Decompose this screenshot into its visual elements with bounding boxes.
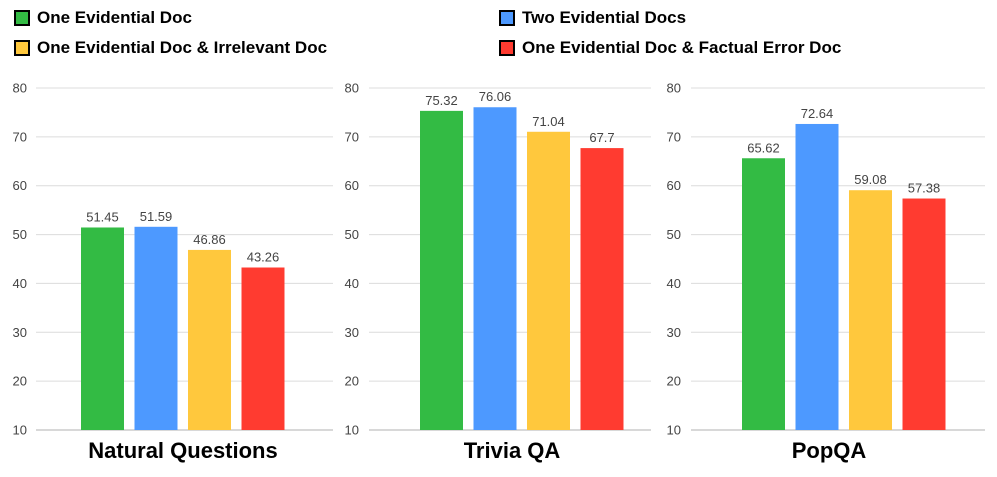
y-tick-label: 10 (345, 423, 359, 438)
y-tick-label: 40 (13, 276, 27, 291)
bar (81, 227, 124, 430)
legend-label: Two Evidential Docs (522, 8, 687, 27)
bar (241, 267, 285, 430)
y-tick-label: 20 (13, 374, 27, 389)
y-tick-label: 10 (667, 423, 681, 438)
y-tick-label: 30 (667, 325, 681, 340)
y-tick-label: 50 (667, 227, 681, 242)
data-label: 65.62 (747, 140, 780, 155)
y-tick-label: 60 (345, 178, 359, 193)
bar (527, 131, 570, 430)
y-tick-label: 60 (667, 178, 681, 193)
legend-item: One Evidential Doc & Factual Error Doc (499, 38, 841, 58)
y-tick-label: 20 (667, 374, 681, 389)
legend: One Evidential Doc Two Evidential Docs O… (0, 0, 997, 70)
data-label: 72.64 (801, 106, 834, 121)
y-tick-label: 30 (345, 325, 359, 340)
chart-title: Trivia QA (464, 438, 561, 463)
y-tick-label: 70 (345, 129, 359, 144)
bar (473, 107, 517, 430)
bar (134, 226, 178, 430)
legend-item: One Evidential Doc & Irrelevant Doc (14, 38, 327, 58)
legend-label: One Evidential Doc & Factual Error Doc (522, 38, 842, 57)
legend-swatch (14, 10, 30, 26)
legend-item: One Evidential Doc (14, 8, 192, 28)
data-label: 75.32 (425, 93, 458, 108)
chart-title: PopQA (792, 438, 867, 463)
data-label: 46.86 (193, 232, 226, 247)
data-label: 57.38 (908, 181, 941, 196)
data-label: 59.08 (854, 172, 887, 187)
chart-title: Natural Questions (88, 438, 277, 463)
bar (795, 123, 839, 430)
bar (420, 110, 463, 430)
y-tick-label: 40 (345, 276, 359, 291)
data-label: 51.45 (86, 209, 119, 224)
data-label: 67.7 (589, 130, 614, 145)
y-tick-label: 60 (13, 178, 27, 193)
legend-label: One Evidential Doc & Irrelevant Doc (37, 38, 328, 57)
y-tick-label: 70 (667, 129, 681, 144)
data-label: 71.04 (532, 114, 565, 129)
legend-swatch (499, 40, 515, 56)
y-tick-label: 50 (13, 227, 27, 242)
legend-label: One Evidential Doc (37, 8, 192, 27)
y-tick-label: 40 (667, 276, 681, 291)
bar (580, 148, 624, 430)
y-tick-label: 80 (13, 81, 27, 96)
data-label: 43.26 (247, 250, 280, 265)
legend-swatch (14, 40, 30, 56)
y-tick-label: 70 (13, 129, 27, 144)
y-tick-label: 10 (13, 423, 27, 438)
y-tick-label: 80 (345, 81, 359, 96)
data-label: 76.06 (479, 89, 512, 104)
bar (188, 249, 231, 430)
data-label: 51.59 (140, 209, 173, 224)
legend-item: Two Evidential Docs (499, 8, 686, 28)
y-tick-label: 20 (345, 374, 359, 389)
legend-swatch (499, 10, 515, 26)
y-tick-label: 30 (13, 325, 27, 340)
bar (742, 158, 785, 430)
bar (849, 190, 892, 430)
y-tick-label: 80 (667, 81, 681, 96)
y-tick-label: 50 (345, 227, 359, 242)
bar (902, 198, 946, 430)
